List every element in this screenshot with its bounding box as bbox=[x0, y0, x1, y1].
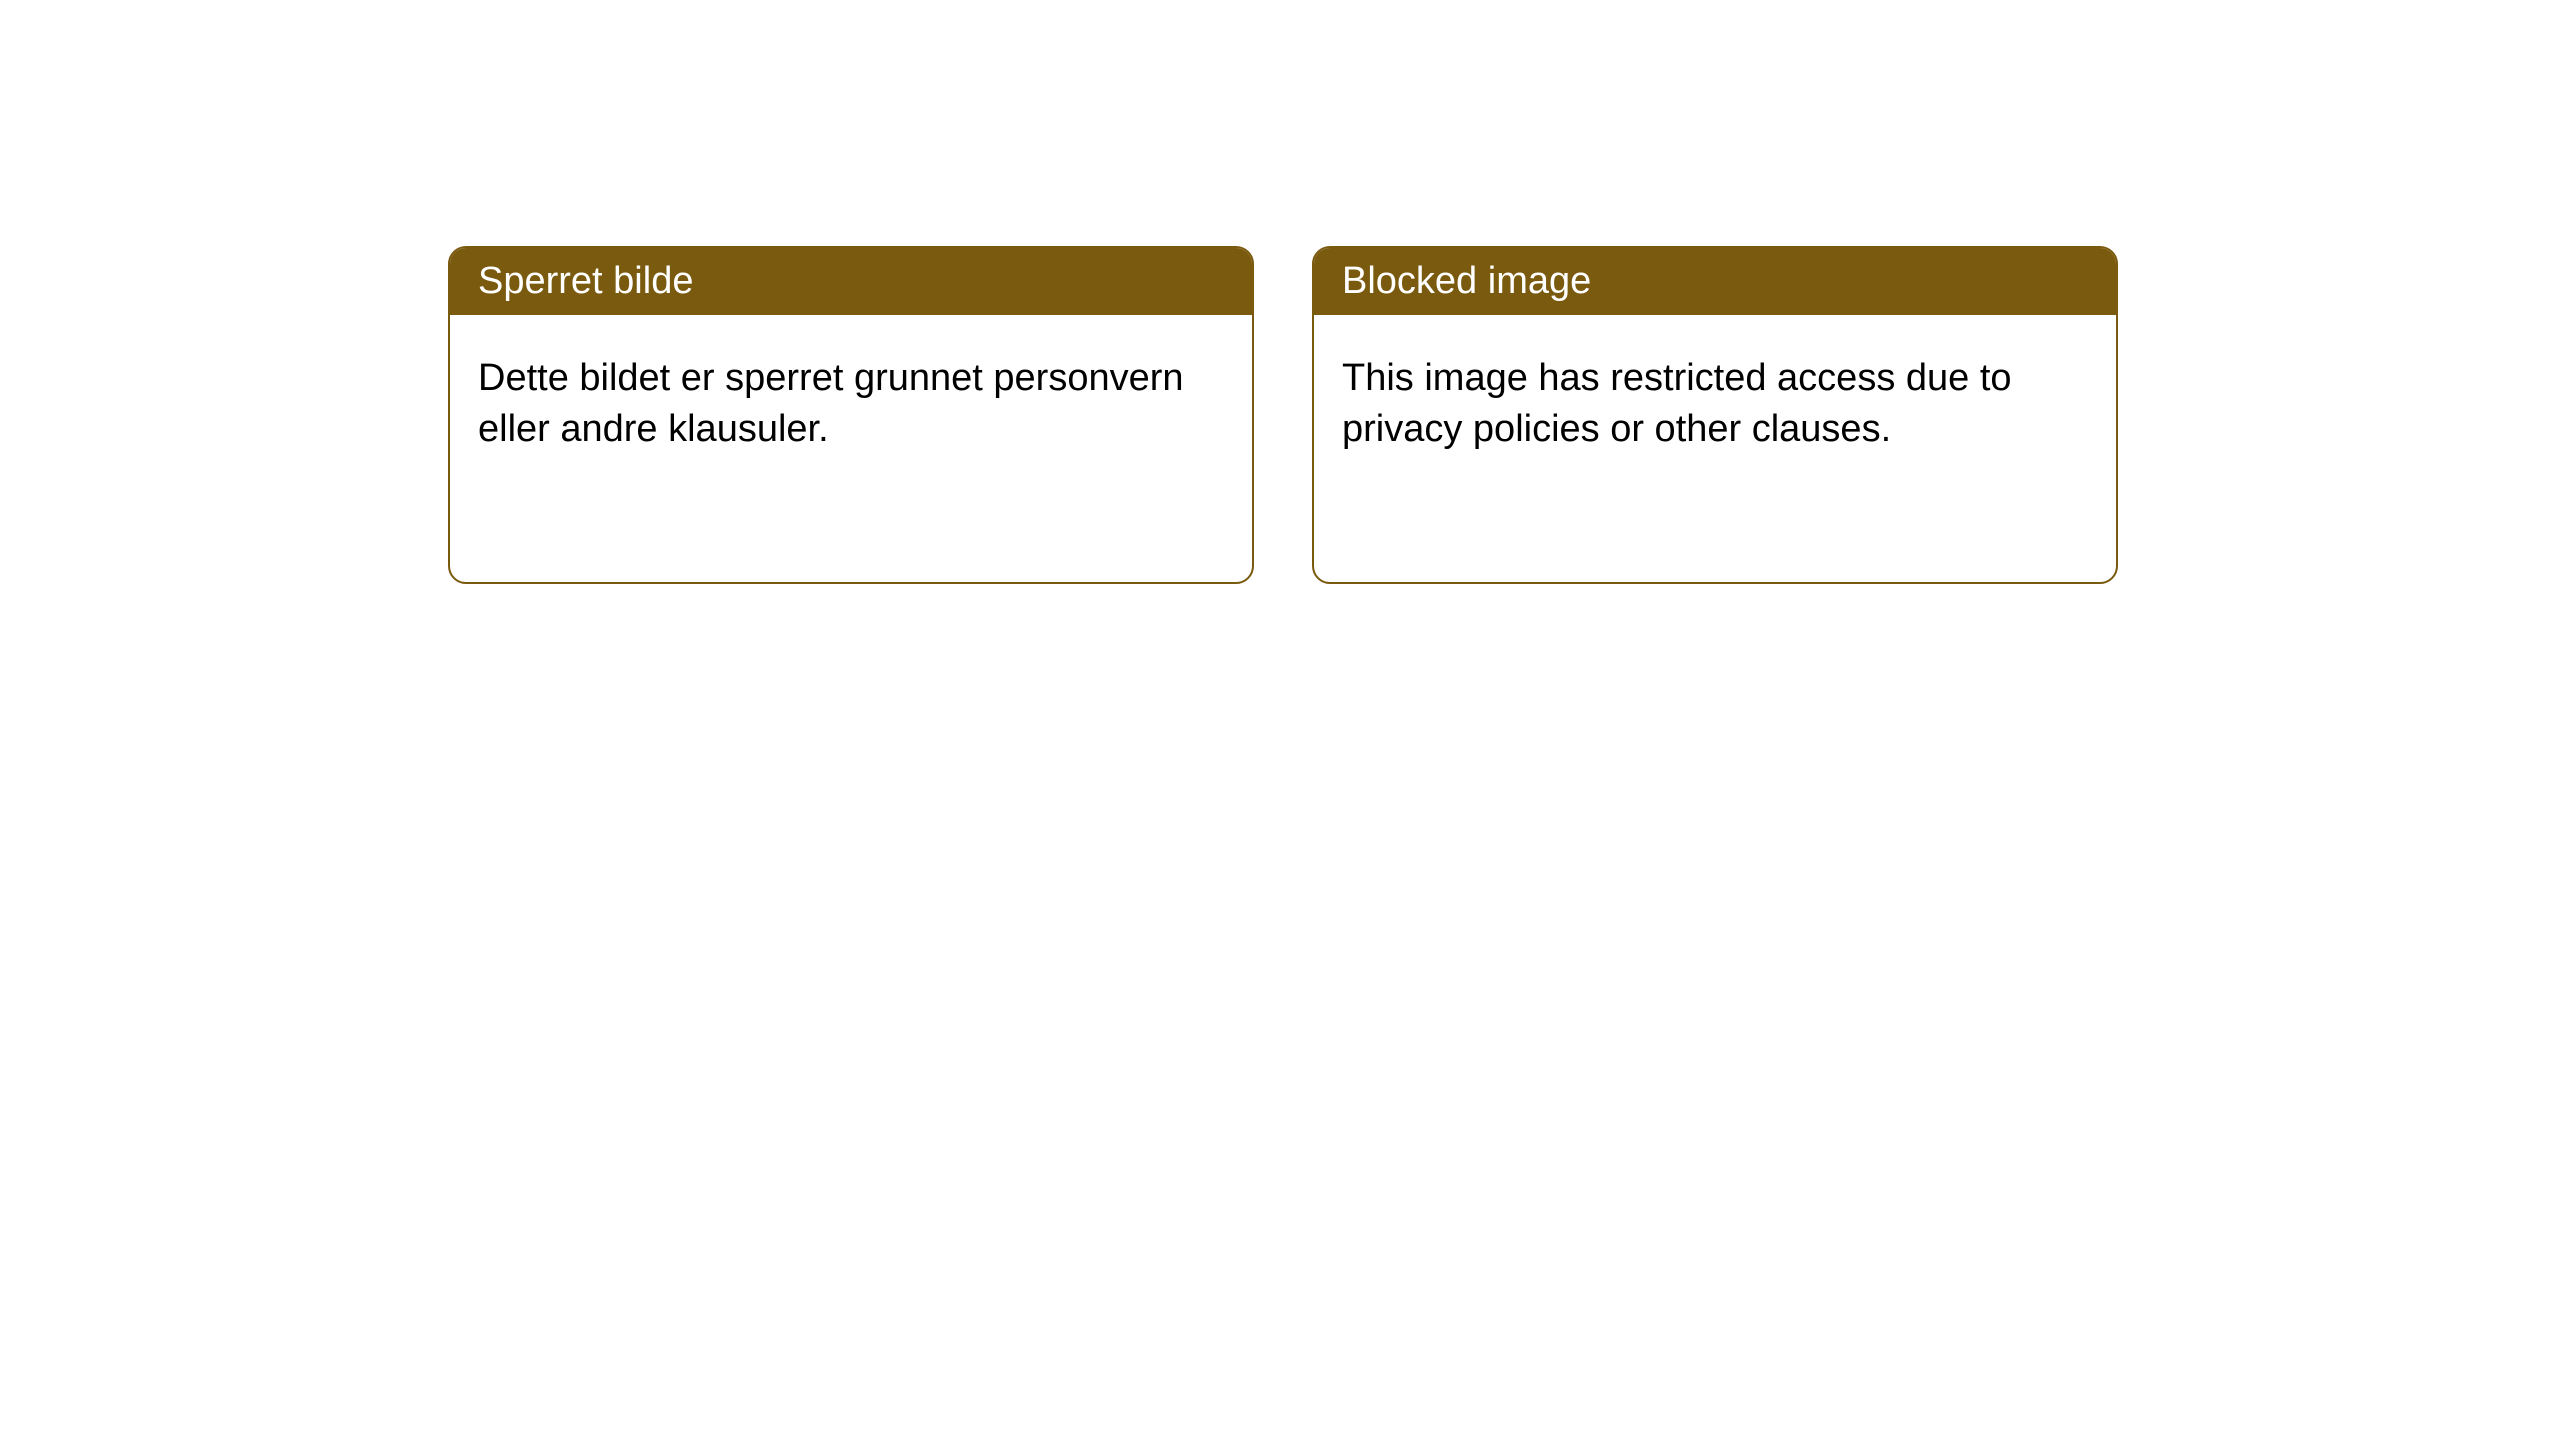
notice-box-english: Blocked image This image has restricted … bbox=[1312, 246, 2118, 584]
notice-header: Sperret bilde bbox=[450, 248, 1252, 315]
notice-body-text: Dette bildet er sperret grunnet personve… bbox=[478, 357, 1184, 450]
notice-body: This image has restricted access due to … bbox=[1314, 315, 2116, 494]
notice-header: Blocked image bbox=[1314, 248, 2116, 315]
notice-title: Sperret bilde bbox=[478, 260, 693, 302]
notice-box-norwegian: Sperret bilde Dette bildet er sperret gr… bbox=[448, 246, 1254, 584]
notice-body-text: This image has restricted access due to … bbox=[1342, 357, 2012, 450]
notices-container: Sperret bilde Dette bildet er sperret gr… bbox=[0, 0, 2560, 584]
notice-body: Dette bildet er sperret grunnet personve… bbox=[450, 315, 1252, 494]
notice-title: Blocked image bbox=[1342, 260, 1591, 302]
